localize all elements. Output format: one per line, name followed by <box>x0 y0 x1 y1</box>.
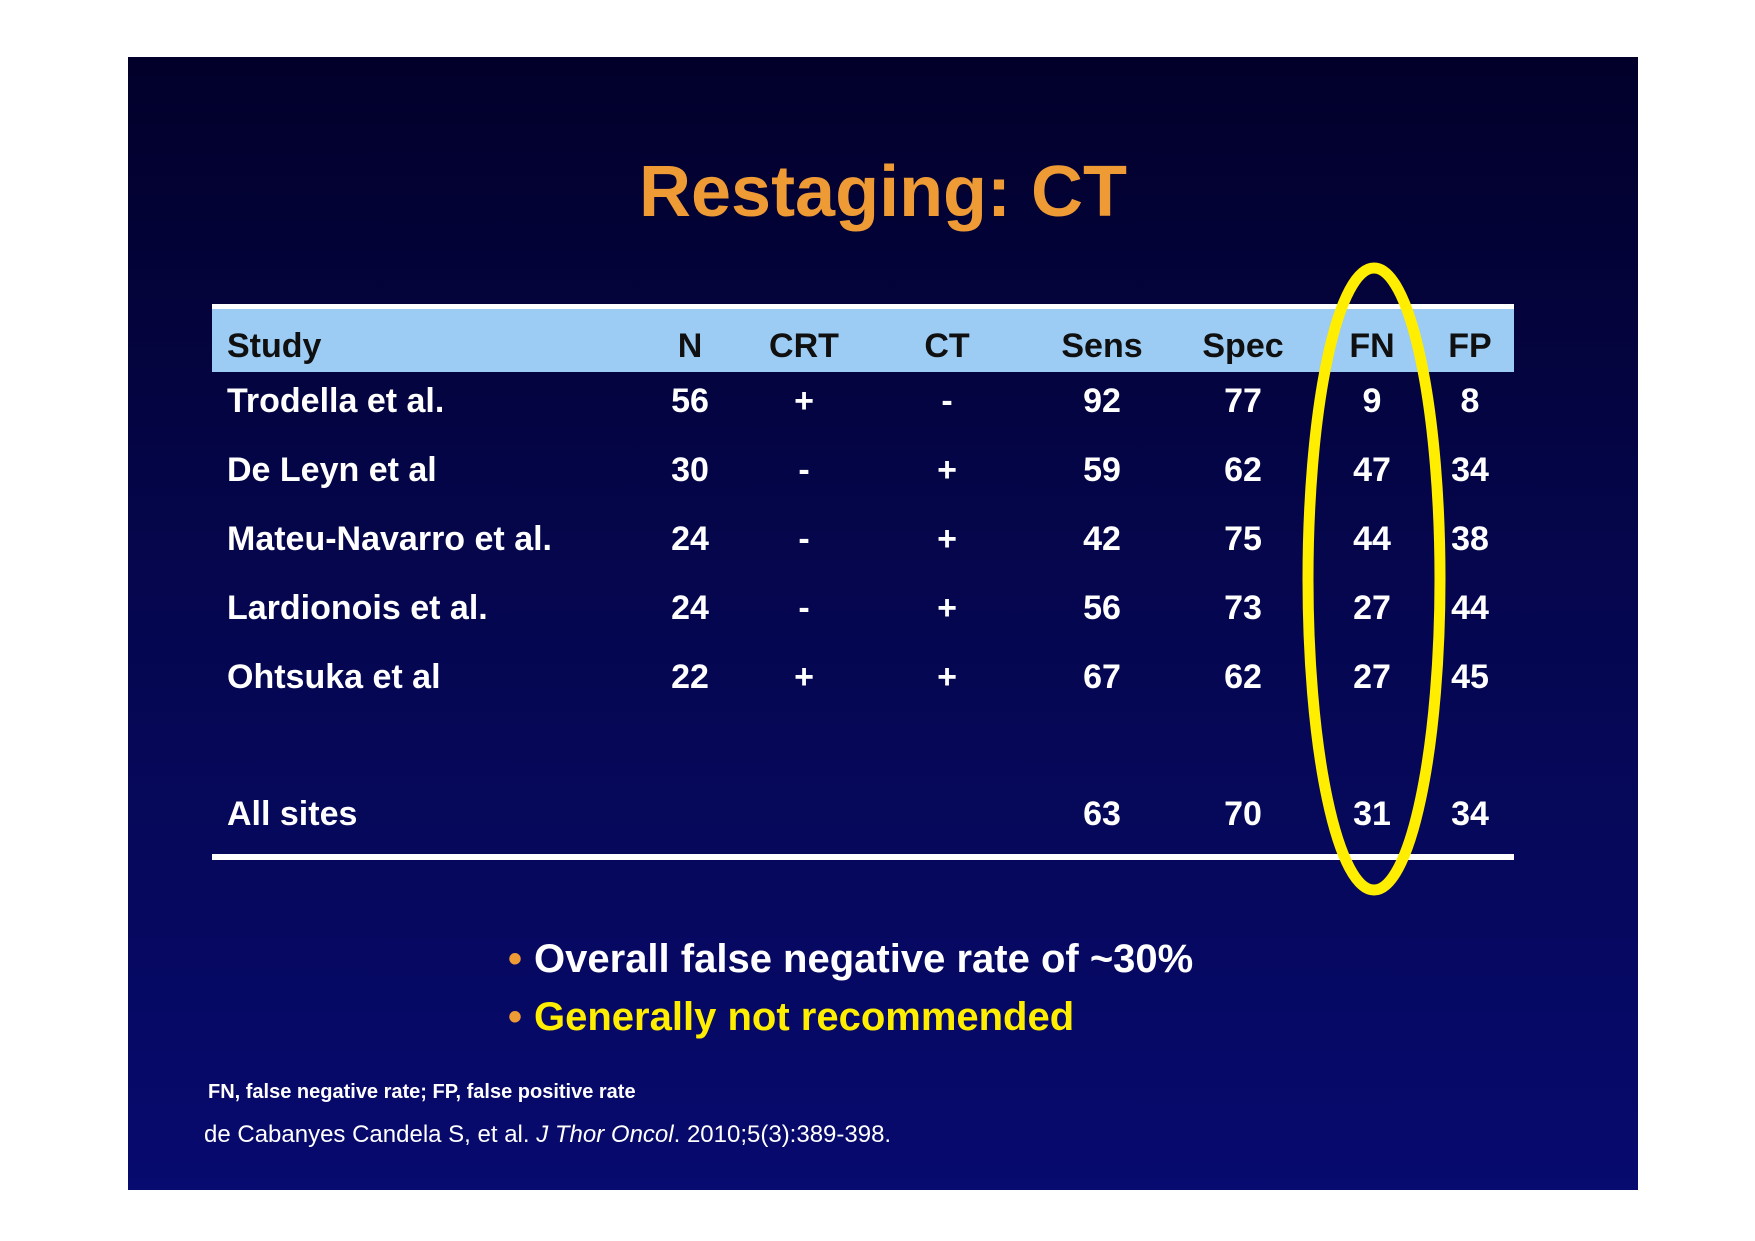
header-fn: FN <box>1349 327 1395 365</box>
header-fp: FP <box>1448 327 1492 365</box>
cell-sens: 92 <box>1083 382 1121 420</box>
cell-crt: + <box>794 658 814 696</box>
cell-ct: + <box>937 658 957 696</box>
bullet-text: Overall false negative rate of ~30% <box>534 937 1194 981</box>
slide-title: Restaging: CT <box>638 152 1127 232</box>
cell-sens: 42 <box>1083 520 1121 558</box>
bullet-item: • Overall false negative rate of ~30% <box>508 930 1193 988</box>
cell-crt: - <box>798 451 810 489</box>
header-n: N <box>677 327 703 365</box>
cell-n: 30 <box>671 451 709 489</box>
header-ct: CT <box>924 327 970 365</box>
summary-fp: 34 <box>1451 795 1489 833</box>
citation-journal: J Thor Oncol <box>536 1121 674 1148</box>
abbreviation-footnote: FN, false negative rate; FP, false posit… <box>208 1081 636 1103</box>
cell-fp: 38 <box>1451 520 1489 558</box>
citation-authors: de Cabanyes Candela S, et al. <box>204 1121 537 1148</box>
cell-spec: 73 <box>1224 589 1262 627</box>
bullet-dot-icon: • <box>508 937 523 981</box>
cell-study: De Leyn et al <box>227 451 437 489</box>
cell-fp: 8 <box>1460 382 1480 420</box>
bullet-item: • Generally not recommended <box>508 988 1193 1046</box>
cell-fn: 9 <box>1362 382 1382 420</box>
bullet-list: • Overall false negative rate of ~30% • Ge… <box>508 930 1193 1046</box>
cell-spec: 62 <box>1224 658 1262 696</box>
cell-fp: 45 <box>1451 658 1489 696</box>
cell-crt: - <box>798 520 810 558</box>
cell-fn: 27 <box>1353 658 1391 696</box>
cell-ct: + <box>937 520 957 558</box>
cell-study: Lardionois et al. <box>227 589 488 627</box>
cell-fn: 27 <box>1353 589 1391 627</box>
cell-spec: 75 <box>1224 520 1262 558</box>
fn-highlight-ellipse <box>1302 262 1446 896</box>
cell-spec: 62 <box>1224 451 1262 489</box>
table-header-row: Study N CRT CT Sens Spec FN FP <box>212 304 1514 372</box>
cell-fn: 47 <box>1353 451 1391 489</box>
bullet-text: Generally not recommended <box>534 995 1075 1039</box>
cell-study: Mateu-Navarro et al. <box>227 520 552 558</box>
bullet-dot-icon: • <box>508 995 523 1039</box>
cell-fp: 34 <box>1451 451 1489 489</box>
slide: Restaging: CT Study N CRT CT Sens Spec F… <box>128 57 1638 1190</box>
cell-ct: + <box>937 589 957 627</box>
cell-fp: 44 <box>1451 589 1489 627</box>
summary-label: All sites <box>227 795 358 833</box>
citation: de Cabanyes Candela S, et al. J Thor Onc… <box>204 1120 891 1150</box>
cell-fn: 44 <box>1353 520 1391 558</box>
header-spec: Spec <box>1202 327 1284 365</box>
cell-n: 22 <box>671 658 709 696</box>
summary-sens: 63 <box>1083 795 1121 833</box>
cell-n: 24 <box>671 589 709 627</box>
cell-spec: 77 <box>1224 382 1262 420</box>
cell-sens: 56 <box>1083 589 1121 627</box>
summary-fn: 31 <box>1353 795 1391 833</box>
cell-n: 56 <box>671 382 709 420</box>
cell-study: Ohtsuka et al <box>227 658 441 696</box>
cell-crt: + <box>794 382 814 420</box>
header-crt: CRT <box>769 327 839 365</box>
cell-ct: + <box>937 451 957 489</box>
header-sens: Sens <box>1061 327 1143 365</box>
cell-sens: 67 <box>1083 658 1121 696</box>
cell-n: 24 <box>671 520 709 558</box>
header-study: Study <box>227 327 322 365</box>
summary-spec: 70 <box>1224 795 1262 833</box>
cell-study: Trodella et al. <box>227 382 445 420</box>
citation-details: . 2010;5(3):389-398. <box>673 1121 892 1148</box>
cell-crt: - <box>798 589 810 627</box>
cell-sens: 59 <box>1083 451 1121 489</box>
table-bottom-rule <box>212 854 1514 860</box>
cell-ct: - <box>941 382 953 420</box>
fn-highlight-ellipse-shape <box>1302 262 1446 896</box>
